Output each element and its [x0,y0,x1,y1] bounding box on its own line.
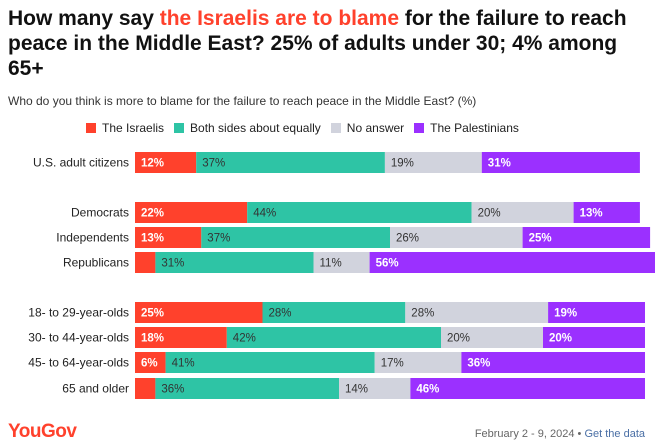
headline-highlight: the Israelis are to blame [159,7,400,30]
bar-segment [471,202,574,223]
legend-label: The Israelis [102,121,165,135]
category-label: 18- to 29-year-olds [28,306,129,320]
bar-segment [135,378,156,399]
data-label: 44% [253,208,276,220]
bar-segment [135,252,156,273]
legend-item: The Israelis [86,121,164,135]
data-label: 25% [141,308,164,320]
bar-segment [247,202,472,223]
legend-item: The Palestinians [414,121,519,135]
data-label: 19% [391,158,414,170]
category-label: 65 and older [62,382,129,396]
headline-part-1: How many say [8,7,160,30]
category-label: 30- to 44-year-olds [28,331,129,345]
headline: How many say the Israelis are to blame f… [8,6,648,81]
headline-part-2: for the failure to reach peace in the Mi… [8,7,627,80]
legend-label: Both sides about equally [190,121,321,135]
bar-segment [369,252,655,273]
data-label: 18% [141,333,164,345]
footer-date: February 2 - 9, 2024 [474,428,575,440]
data-label: 20% [447,333,470,345]
get-the-data-link[interactable]: Get the data [584,428,645,440]
bar-segment [390,227,523,248]
bar-segment [405,302,549,323]
bar-segment [135,302,263,323]
data-label: 37% [202,158,225,170]
data-label: 41% [172,358,195,370]
bar-segment [135,352,166,373]
data-label: 14% [345,384,368,396]
chart-subtitle: Who do you think is more to blame for th… [8,94,477,108]
legend-label: No answer [346,121,405,135]
data-label: 25% [529,233,552,245]
legend-item: No answer [330,121,405,135]
legend-item: Both sides about equally [174,121,321,135]
bar-segment [155,378,339,399]
data-label: 56% [376,258,399,270]
data-label: 46% [416,384,439,396]
bar-segment [522,227,651,248]
bar-segment [201,227,390,248]
data-label: 17% [381,358,404,370]
bar-segment [374,352,462,373]
bar-segment [155,252,314,273]
footer: February 2 - 9, 2024 • Get the data [475,428,645,440]
category-label: 45- to 64-year-olds [28,356,129,370]
stacked-bar-chart: U.S. adult citizens 12% 37% 19% 31% Democrats… [28,152,655,399]
bar-segment [135,227,202,248]
bar-segment [548,302,645,323]
data-label: 20% [478,208,501,220]
bar-segment [441,327,543,348]
bar-segment [135,202,248,223]
bar-segment [461,352,645,373]
data-label: 28% [269,308,292,320]
data-label: 31% [161,258,184,270]
bar-segment [313,252,370,273]
bar-segment [384,152,482,173]
bar-segment [339,378,411,399]
legend-label: The Palestinians [430,121,519,135]
bar-segment [262,302,406,323]
bar-segment [196,152,385,173]
data-label: 11% [320,258,342,270]
legend: The Israelis Both sides about equally No a… [86,121,529,135]
data-label: 31% [488,158,511,170]
yougov-logo: YouGov [8,421,77,442]
legend-swatch [174,123,185,133]
data-label: 26% [396,233,419,245]
data-label: 19% [554,308,577,320]
legend-swatch [414,123,425,133]
data-label: 36% [161,384,184,396]
legend-swatch [330,123,341,133]
data-label: 12% [141,158,164,170]
footer-separator: • [574,428,585,440]
category-label: U.S. adult citizens [33,156,129,170]
bar-segment [573,202,640,223]
data-label: 42% [233,333,256,345]
category-label: Republicans [63,256,129,270]
data-label: 36% [467,358,490,370]
data-label: 28% [411,308,434,320]
category-label: Independents [56,231,129,245]
bar-segment [135,152,197,173]
category-label: Democrats [71,206,129,220]
bar-segment [165,352,375,373]
data-label: 13% [141,233,164,245]
data-label: 13% [580,208,603,220]
data-label: 37% [207,233,230,245]
data-label: 6% [141,358,158,370]
bar-segment [410,378,645,399]
bar-segment [481,152,640,173]
bar-segment [226,327,441,348]
legend-swatch [86,123,96,133]
data-label: 22% [141,208,164,220]
bar-segment [543,327,645,348]
bar-segment [135,327,227,348]
data-label: 20% [549,333,572,345]
